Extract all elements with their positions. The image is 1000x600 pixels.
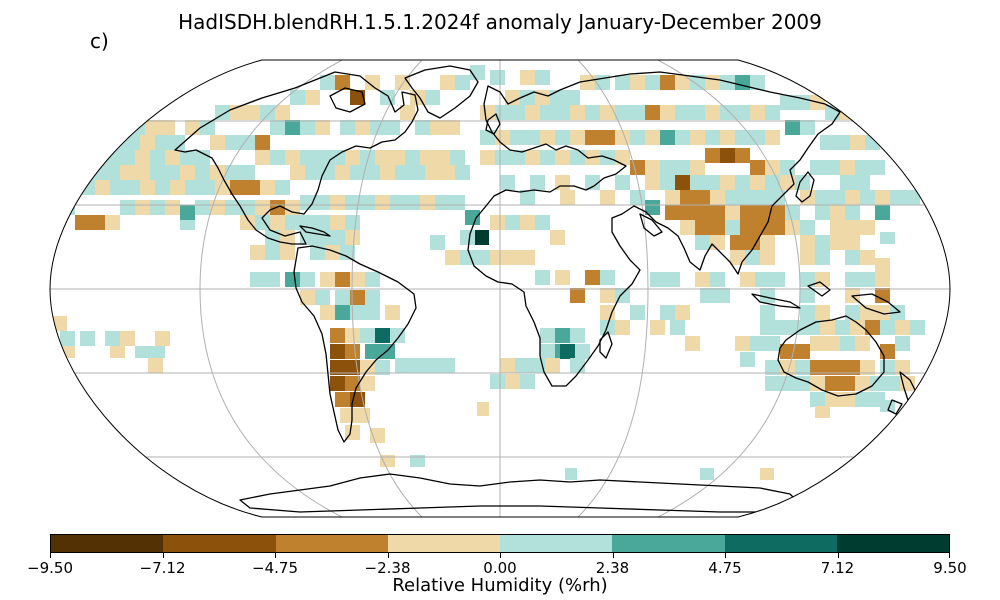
colorbar-tick	[50, 553, 51, 558]
colorbar-tick-label: −7.12	[139, 559, 186, 577]
colorbar-segment	[275, 535, 388, 552]
globe-outline	[49, 59, 951, 518]
colorbar-tick	[612, 553, 614, 558]
world-map	[49, 59, 951, 518]
colorbar-segment	[724, 535, 837, 552]
anomaly-grid	[52, 65, 925, 480]
colorbar-tick-label: −4.75	[252, 559, 298, 577]
colorbar-tick-label: 7.12	[820, 559, 855, 577]
colorbar	[50, 534, 950, 553]
colorbar-tick	[837, 553, 839, 558]
colorbar-segment	[500, 535, 613, 552]
colorbar-tick-label: −2.38	[364, 559, 411, 577]
coastlines	[174, 65, 917, 513]
colorbar-tick	[500, 553, 501, 558]
colorbar-tick	[275, 553, 276, 558]
colorbar-tick-label: 0.00	[483, 559, 517, 577]
colorbar-tick	[949, 553, 950, 558]
map-title: HadISDH.blendRH.1.5.1.2024f anomaly Janu…	[178, 10, 822, 34]
colorbar-tick-label: −9.50	[27, 559, 73, 577]
panel-label: c)	[90, 29, 109, 53]
colorbar-tick-label: 4.75	[708, 559, 742, 577]
colorbar-segment	[51, 535, 164, 552]
colorbar-tick-label: 9.50	[933, 559, 967, 577]
colorbar-tick-label: 2.38	[595, 559, 630, 577]
colorbar-segment	[387, 535, 500, 552]
colorbar-segment	[612, 535, 725, 552]
colorbar-tick	[387, 553, 389, 558]
colorbar-tick	[725, 553, 726, 558]
colorbar-tick	[162, 553, 164, 558]
gridlines	[50, 60, 950, 517]
colorbar-segment	[836, 535, 949, 552]
colorbar-segment	[163, 535, 276, 552]
colorbar-label: Relative Humidity (%rh)	[392, 575, 608, 596]
